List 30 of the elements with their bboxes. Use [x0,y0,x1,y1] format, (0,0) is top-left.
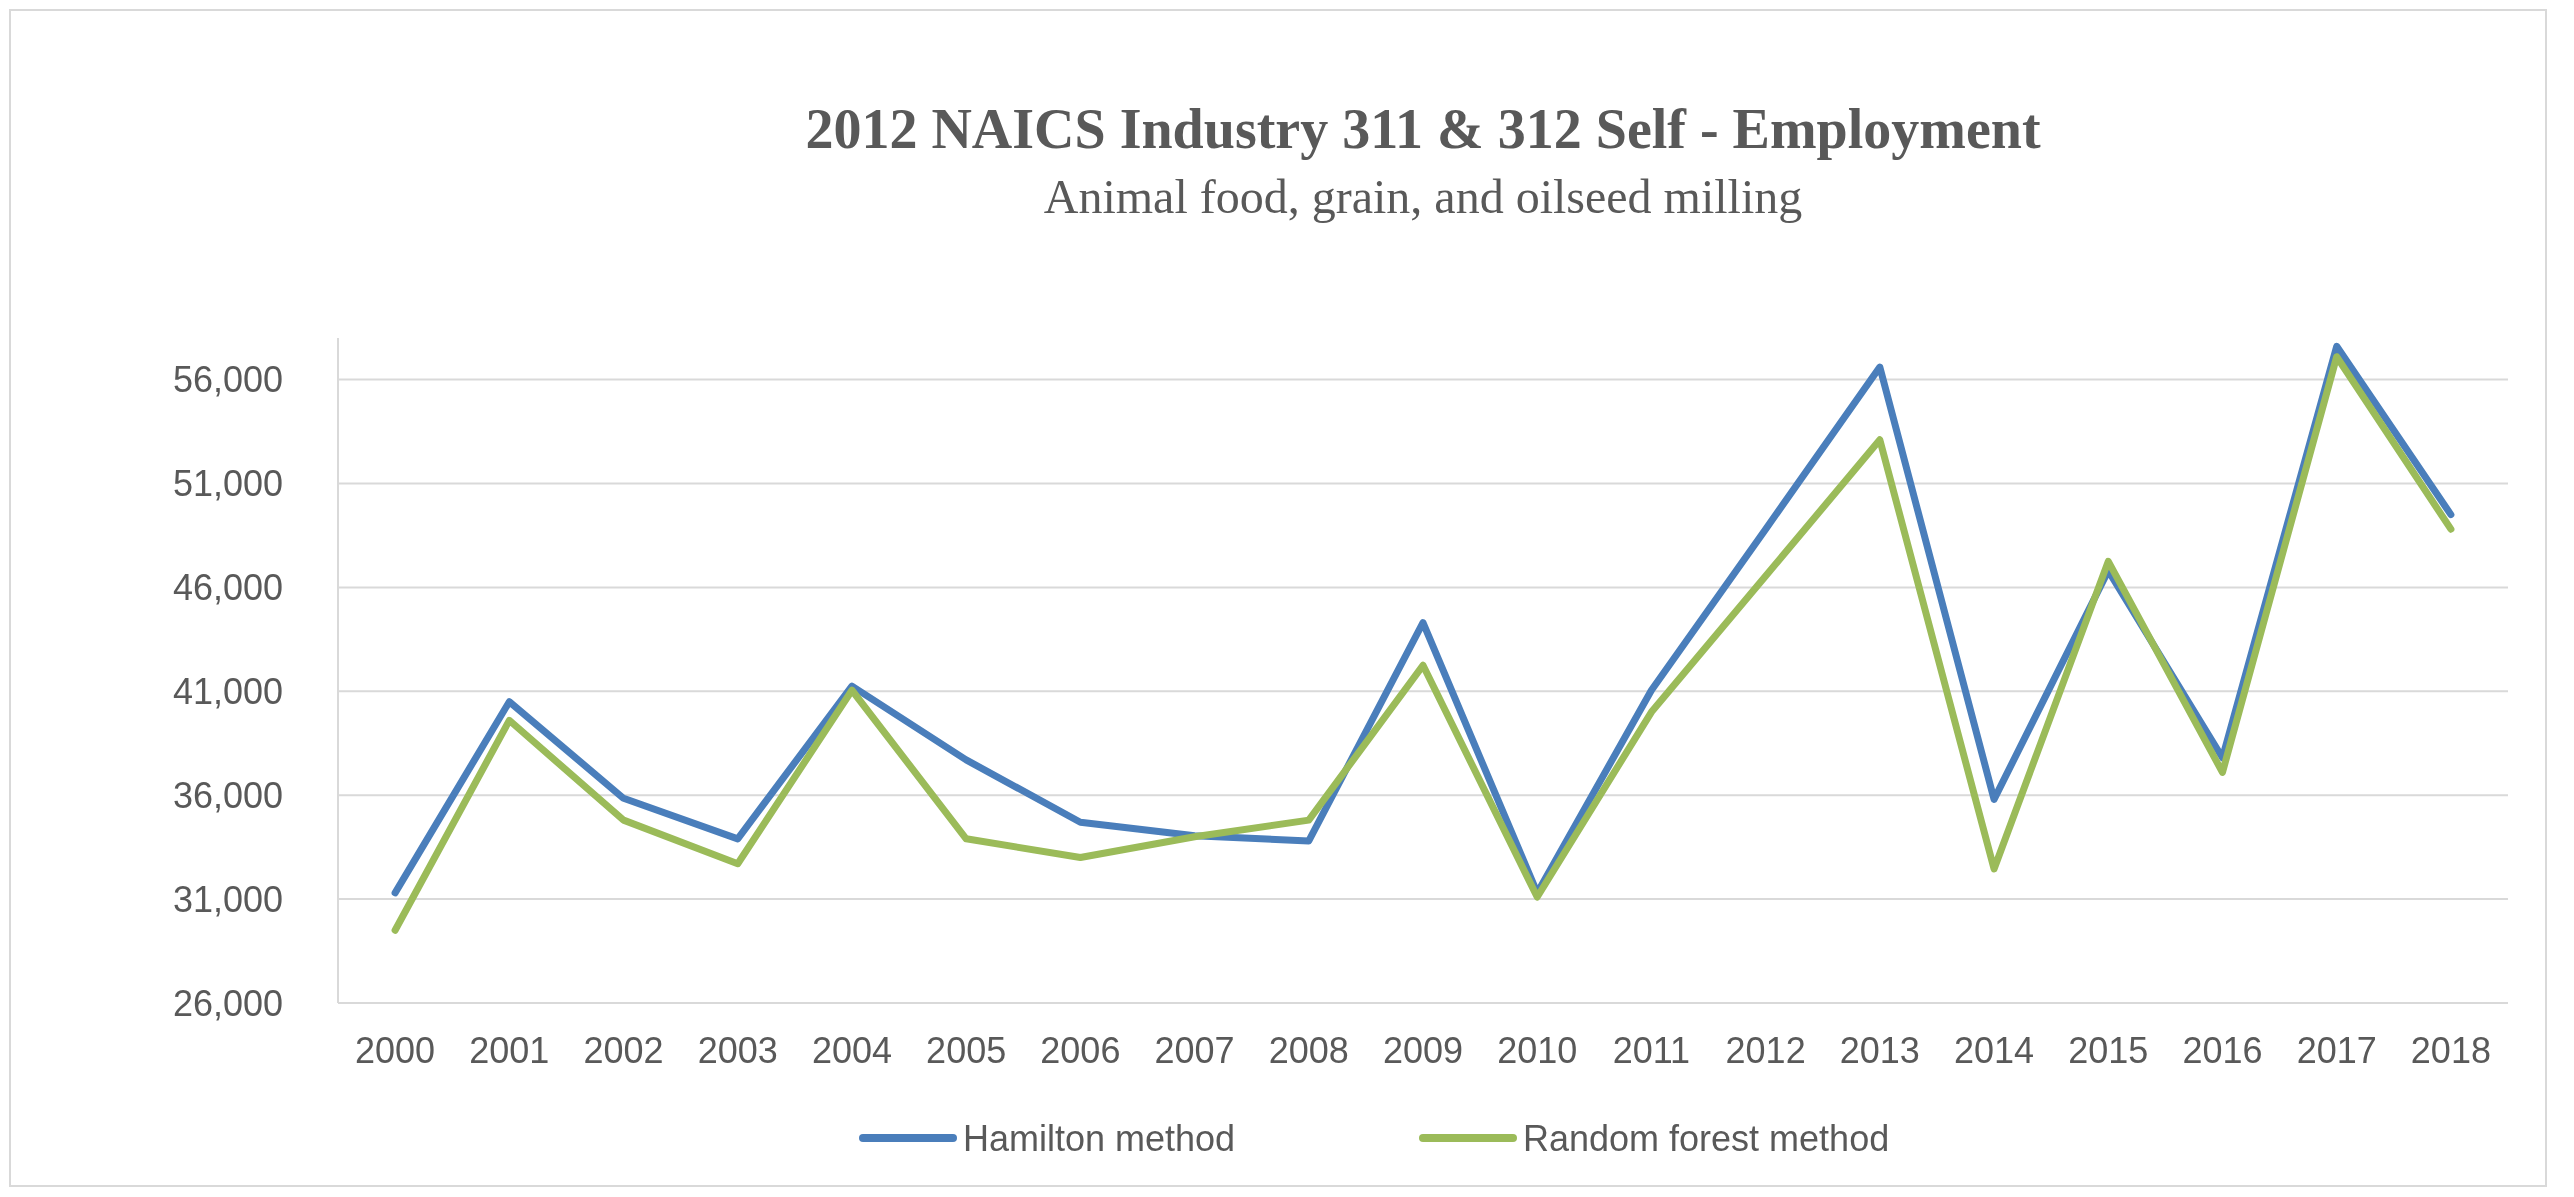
x-tick-label: 2003 [697,1030,778,1071]
x-tick-label: 2013 [1839,1030,1920,1071]
y-tick-label: 26,000 [172,982,283,1024]
x-tick-label: 2011 [1612,1030,1691,1071]
x-tick-label: 2008 [1268,1030,1349,1071]
y-tick-label: 51,000 [172,463,283,505]
x-tick-label: 2001 [469,1030,550,1071]
y-tick-label: 41,000 [172,670,283,712]
legend-label: Random forest method [1523,1117,1890,1159]
x-tick-label: 2007 [1154,1030,1235,1071]
chart-title: 2012 NAICS Industry 311 & 312 Self - Employment [805,98,2041,160]
y-tick-label: 31,000 [172,878,283,920]
x-tick-label: 2002 [583,1030,664,1071]
x-tick-label: 2014 [1954,1030,2035,1071]
chart-subtitle: Animal food, grain, and oilseed milling [1043,170,1803,223]
x-tick-label: 2000 [355,1030,436,1071]
x-tick-label: 2016 [2182,1030,2263,1071]
x-tick-label: 2012 [1725,1030,1806,1071]
x-tick-label: 2017 [2296,1030,2377,1071]
y-tick-label: 36,000 [172,774,283,816]
x-tick-label: 2004 [811,1030,892,1071]
x-tick-label: 2005 [926,1030,1007,1071]
x-tick-label: 2018 [2410,1030,2491,1071]
legend-label: Hamilton method [963,1117,1236,1159]
x-tick-label: 2015 [2068,1030,2149,1071]
y-tick-label: 56,000 [172,359,283,401]
x-tick-label: 2006 [1040,1030,1121,1071]
x-tick-label: 2010 [1497,1030,1578,1071]
y-tick-label: 46,000 [172,566,283,608]
x-tick-label: 2009 [1382,1030,1464,1071]
